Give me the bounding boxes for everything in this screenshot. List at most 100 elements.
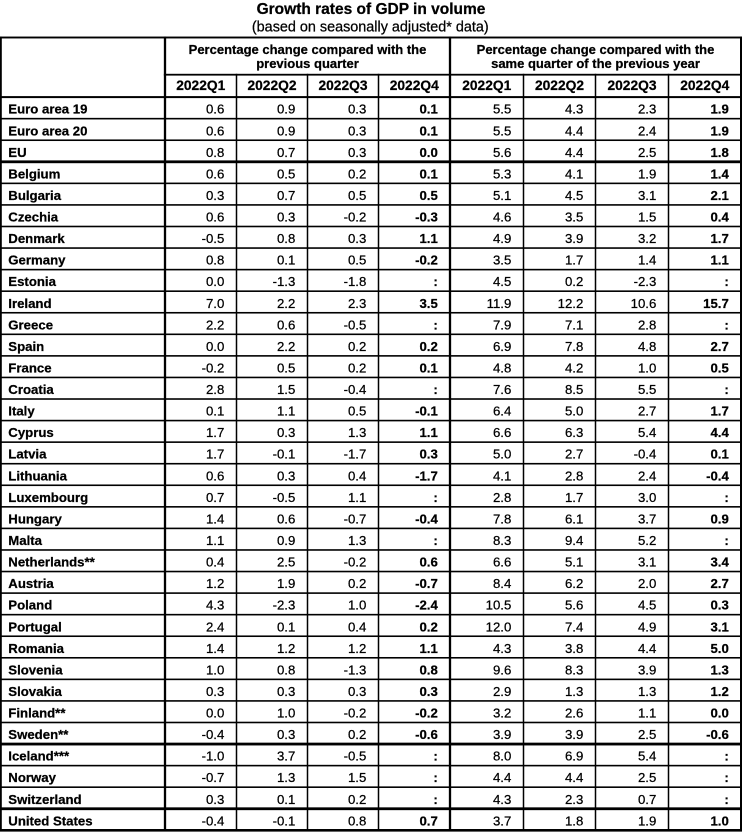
svg-text:Poland: Poland	[8, 598, 52, 613]
svg-text:2022Q2: 2022Q2	[247, 78, 296, 93]
svg-text:0.6: 0.6	[206, 166, 224, 181]
svg-text::: :	[724, 317, 728, 332]
svg-text:0.4: 0.4	[710, 210, 729, 225]
svg-text:3.5: 3.5	[419, 296, 437, 311]
svg-text:0.4: 0.4	[348, 468, 366, 483]
svg-text:2.8: 2.8	[565, 468, 583, 483]
svg-text:Lithuania: Lithuania	[8, 468, 67, 483]
svg-text:0.5: 0.5	[277, 166, 295, 181]
svg-text:7.1: 7.1	[565, 317, 583, 332]
svg-text:8.3: 8.3	[493, 533, 511, 548]
svg-text:3.7: 3.7	[493, 813, 511, 828]
svg-text:0.1: 0.1	[206, 404, 224, 419]
svg-text:Estonia: Estonia	[8, 274, 56, 289]
svg-text:-0.2: -0.2	[202, 360, 225, 375]
svg-text:0.1: 0.1	[277, 792, 295, 807]
svg-text::: :	[724, 533, 728, 548]
svg-text:-0.7: -0.7	[344, 511, 367, 526]
svg-text::: :	[724, 382, 728, 397]
svg-text:0.2: 0.2	[348, 360, 366, 375]
svg-text:0.4: 0.4	[206, 555, 224, 570]
svg-text:3.5: 3.5	[493, 253, 511, 268]
svg-text:0.3: 0.3	[277, 468, 295, 483]
svg-text:0.5: 0.5	[710, 360, 728, 375]
svg-text:3.0: 3.0	[638, 490, 656, 505]
svg-text:8.0: 8.0	[493, 749, 511, 764]
svg-text:-0.4: -0.4	[415, 511, 438, 526]
svg-text:1.8: 1.8	[565, 813, 583, 828]
svg-text:Euro area 19: Euro area 19	[8, 102, 87, 117]
svg-text:1.1: 1.1	[710, 253, 728, 268]
svg-text:5.5: 5.5	[638, 382, 656, 397]
svg-text:Sweden**: Sweden**	[8, 727, 69, 742]
svg-text:8.5: 8.5	[565, 382, 583, 397]
svg-text:0.0: 0.0	[206, 706, 224, 721]
svg-text:7.0: 7.0	[206, 296, 224, 311]
svg-text:0.6: 0.6	[419, 555, 437, 570]
svg-text:1.1: 1.1	[419, 425, 437, 440]
svg-text:6.3: 6.3	[565, 425, 583, 440]
svg-text:1.3: 1.3	[277, 770, 295, 785]
svg-text:-0.4: -0.4	[344, 382, 367, 397]
svg-text:Malta: Malta	[8, 533, 42, 548]
svg-text:1.7: 1.7	[710, 404, 728, 419]
svg-text:0.7: 0.7	[277, 188, 295, 203]
svg-text:Belgium: Belgium	[8, 166, 60, 181]
svg-text:Finland**: Finland**	[8, 706, 66, 721]
svg-text:(based on seasonally adjusted*: (based on seasonally adjusted* data)	[252, 19, 489, 35]
svg-text:1.9: 1.9	[638, 813, 656, 828]
svg-text:4.8: 4.8	[493, 360, 511, 375]
svg-text:Latvia: Latvia	[8, 447, 47, 462]
svg-text:9.6: 9.6	[493, 662, 511, 677]
svg-text:3.9: 3.9	[565, 231, 583, 246]
svg-text:0.0: 0.0	[419, 145, 437, 160]
svg-text:2.9: 2.9	[493, 684, 511, 699]
svg-text:-2.4: -2.4	[415, 598, 438, 613]
svg-text:0.6: 0.6	[206, 210, 224, 225]
svg-text:Growth rates of GDP in volume: Growth rates of GDP in volume	[257, 1, 486, 18]
svg-text:1.0: 1.0	[277, 706, 295, 721]
svg-text:0.3: 0.3	[710, 598, 728, 613]
svg-text:1.5: 1.5	[277, 382, 295, 397]
svg-text:0.3: 0.3	[348, 123, 366, 138]
svg-text:4.1: 4.1	[565, 166, 583, 181]
svg-text:-0.4: -0.4	[202, 813, 225, 828]
svg-text:2.7: 2.7	[565, 447, 583, 462]
svg-text:3.8: 3.8	[565, 641, 583, 656]
svg-text:0.1: 0.1	[710, 447, 728, 462]
svg-text:1.3: 1.3	[565, 684, 583, 699]
svg-text:2.7: 2.7	[710, 576, 728, 591]
svg-text:5.5: 5.5	[493, 102, 511, 117]
svg-text:1.1: 1.1	[348, 490, 366, 505]
svg-text:1.2: 1.2	[710, 684, 728, 699]
svg-text:1.0: 1.0	[638, 360, 656, 375]
svg-text:Bulgaria: Bulgaria	[8, 188, 61, 203]
svg-text:3.1: 3.1	[710, 619, 728, 634]
svg-text:4.4: 4.4	[565, 770, 583, 785]
svg-text:2.5: 2.5	[638, 145, 656, 160]
svg-text:-0.7: -0.7	[415, 576, 438, 591]
svg-text:1.7: 1.7	[206, 425, 224, 440]
svg-text:1.3: 1.3	[348, 533, 366, 548]
svg-text:Germany: Germany	[8, 253, 66, 268]
svg-text:2.4: 2.4	[638, 123, 656, 138]
svg-text:1.0: 1.0	[348, 598, 366, 613]
svg-text:0.3: 0.3	[206, 684, 224, 699]
svg-text:3.9: 3.9	[638, 662, 656, 677]
svg-text:2.7: 2.7	[638, 404, 656, 419]
svg-text:-2.3: -2.3	[273, 598, 296, 613]
svg-text:-0.6: -0.6	[415, 727, 438, 742]
svg-text:-0.5: -0.5	[273, 490, 296, 505]
svg-text:3.1: 3.1	[638, 555, 656, 570]
svg-text:0.2: 0.2	[348, 166, 366, 181]
svg-text:EU: EU	[8, 145, 26, 160]
svg-text:-0.1: -0.1	[273, 447, 296, 462]
svg-text:0.9: 0.9	[710, 511, 728, 526]
svg-text:4.6: 4.6	[493, 210, 511, 225]
svg-text:-0.4: -0.4	[634, 447, 657, 462]
svg-text:7.8: 7.8	[493, 511, 511, 526]
svg-text:-1.7: -1.7	[415, 468, 438, 483]
svg-text:0.8: 0.8	[348, 813, 366, 828]
svg-text:0.3: 0.3	[419, 684, 437, 699]
svg-text:4.8: 4.8	[638, 339, 656, 354]
